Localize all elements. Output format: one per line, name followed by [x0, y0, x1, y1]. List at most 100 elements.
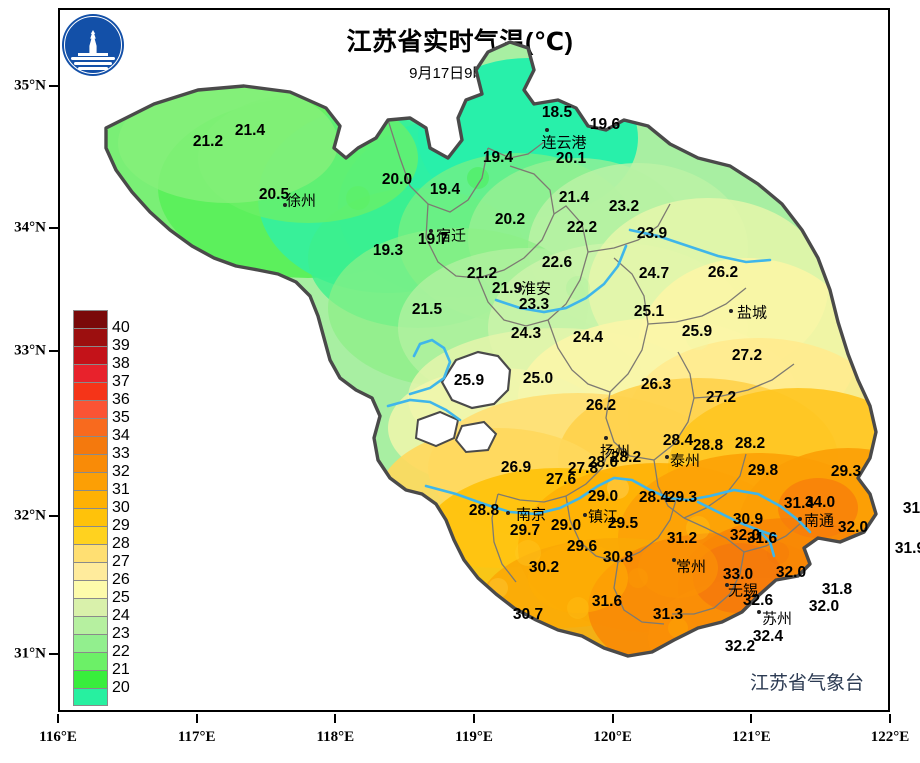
- temperature-value-label: 33.0: [722, 566, 754, 583]
- colorbar-band: [73, 310, 108, 328]
- city-marker-dot: [604, 436, 608, 440]
- city-name-label: 南通: [803, 511, 835, 530]
- plot-frame: [58, 8, 890, 712]
- y-axis-tick-label: 35°N: [14, 77, 46, 94]
- x-axis-tick-label: 120°E: [593, 729, 632, 745]
- city-marker-dot: [798, 517, 802, 521]
- map-svg: [104, 40, 878, 658]
- x-axis-tick-label: 116°E: [39, 729, 77, 745]
- city-name-label: 徐州: [285, 191, 317, 210]
- colorbar-band: [73, 328, 108, 346]
- y-axis-tick: [49, 85, 58, 87]
- colorbar-band: [73, 544, 108, 562]
- city-marker-dot: [545, 128, 549, 132]
- temperature-value-label: 20.0: [381, 171, 413, 188]
- city-marker-dot: [506, 511, 510, 515]
- colorbar-tick-label: 36: [112, 391, 130, 408]
- temperature-value-label: 29.3: [830, 463, 862, 480]
- city-name-label: 淮安: [520, 279, 552, 298]
- temperature-value-label: 26.9: [500, 459, 532, 476]
- temperature-value-label: 27.2: [731, 347, 763, 364]
- colorbar-tick-label: 28: [112, 535, 130, 552]
- temperature-value-label: 28.2: [610, 449, 642, 466]
- temperature-value-label: 30.8: [602, 549, 634, 566]
- x-axis-tick: [334, 714, 337, 723]
- logo-tower-icon: [89, 30, 97, 54]
- colorbar-tick-label: 26: [112, 571, 130, 588]
- temperature-value-label: 19.7: [417, 231, 449, 248]
- temperature-value-label: 31.3: [652, 606, 684, 623]
- x-axis-tick: [611, 714, 614, 723]
- colorbar-tick-label: 20: [112, 679, 130, 696]
- x-axis-tick-label: 117°E: [177, 729, 216, 745]
- temperature-value-label: 28.2: [734, 435, 766, 452]
- logo-tower-base: [78, 53, 108, 56]
- colorbar-band: [73, 670, 108, 688]
- colorbar-tick-label: 25: [112, 589, 130, 606]
- temperature-value-label: 29.7: [509, 522, 541, 539]
- temperature-value-label: 32.0: [775, 564, 807, 581]
- colorbar-tick-label: 34: [112, 427, 130, 444]
- temperature-value-label: 32.6: [742, 592, 774, 609]
- temperature-value-label: 34.0: [804, 494, 836, 511]
- logo-wave-icon: [71, 57, 115, 60]
- temperature-value-label: 28.8: [692, 437, 724, 454]
- temperature-value-label: 31.2: [666, 530, 698, 547]
- temperature-value-label: 31.8: [821, 581, 853, 598]
- temperature-map[interactable]: [58, 8, 890, 712]
- city-marker-dot: [518, 287, 522, 291]
- temperature-value-label: 30.2: [528, 559, 560, 576]
- colorbar-tick-label: 29: [112, 517, 130, 534]
- colorbar-tick-label: 33: [112, 445, 130, 462]
- temperature-value-label: 26.2: [585, 397, 617, 414]
- city-name-label: 南京: [515, 505, 547, 524]
- city-marker-dot: [665, 455, 669, 459]
- temperature-value-label: 29.8: [747, 462, 779, 479]
- city-marker-dot: [725, 583, 729, 587]
- logo-ring: [64, 16, 122, 74]
- colorbar-band: [73, 526, 108, 544]
- x-axis-tick: [473, 714, 475, 723]
- colorbar-band: [73, 616, 108, 634]
- jiangsu-meteorological-bureau-logo: [62, 14, 124, 76]
- colorbar-tick-label: 35: [112, 409, 130, 426]
- temperature-value-label: 22.6: [541, 254, 573, 271]
- city-marker-dot: [429, 229, 433, 233]
- temperature-value-label: 27.2: [705, 389, 737, 406]
- temperature-value-label: 28.4: [662, 432, 694, 449]
- source-watermark: 江苏省气象台: [750, 672, 865, 694]
- colorbar-tick-label: 37: [112, 373, 130, 390]
- temperature-value-label: 29.0: [550, 517, 582, 534]
- temperature-value-label: 26.3: [640, 376, 672, 393]
- temperature-value-label: 29.0: [587, 488, 619, 505]
- y-axis-tick: [49, 515, 58, 517]
- city-name-label: 连云港: [541, 133, 587, 152]
- colorbar-band: [73, 346, 108, 364]
- y-axis-tick-label: 33°N: [14, 342, 46, 359]
- temperature-value-label: 23.2: [608, 198, 640, 215]
- x-axis-tick: [195, 714, 198, 723]
- colorbar-tick-label: 27: [112, 553, 130, 570]
- temperature-value-label: 20.5: [258, 186, 290, 203]
- colorbar-band: [73, 418, 108, 436]
- temperature-value-label: 25.0: [522, 370, 554, 387]
- city-marker-dot: [283, 203, 287, 207]
- temperature-value-label: 24.3: [510, 325, 542, 342]
- temperature-value-label: 31.6: [746, 530, 778, 547]
- temperature-value-label: 24.7: [638, 265, 670, 282]
- temperature-value-label: 30.9: [732, 511, 764, 528]
- city-name-label: 扬州: [599, 442, 631, 461]
- temperature-value-label: 31.9: [894, 540, 920, 557]
- city-name-label: 泰州: [669, 451, 701, 470]
- y-axis-tick-label: 34°N: [14, 219, 46, 236]
- city-marker-dot: [757, 610, 761, 614]
- colorbar-tick-label: 39: [112, 337, 130, 354]
- colorbar-band: [73, 364, 108, 382]
- city-name-label: 宿迁: [435, 226, 467, 245]
- colorbar-band: [73, 688, 108, 706]
- colorbar[interactable]: [73, 310, 108, 706]
- colorbar-band: [73, 652, 108, 670]
- city-name-label: 常州: [675, 557, 707, 576]
- x-axis-tick-label: 121°E: [732, 729, 771, 745]
- colorbar-band: [73, 400, 108, 418]
